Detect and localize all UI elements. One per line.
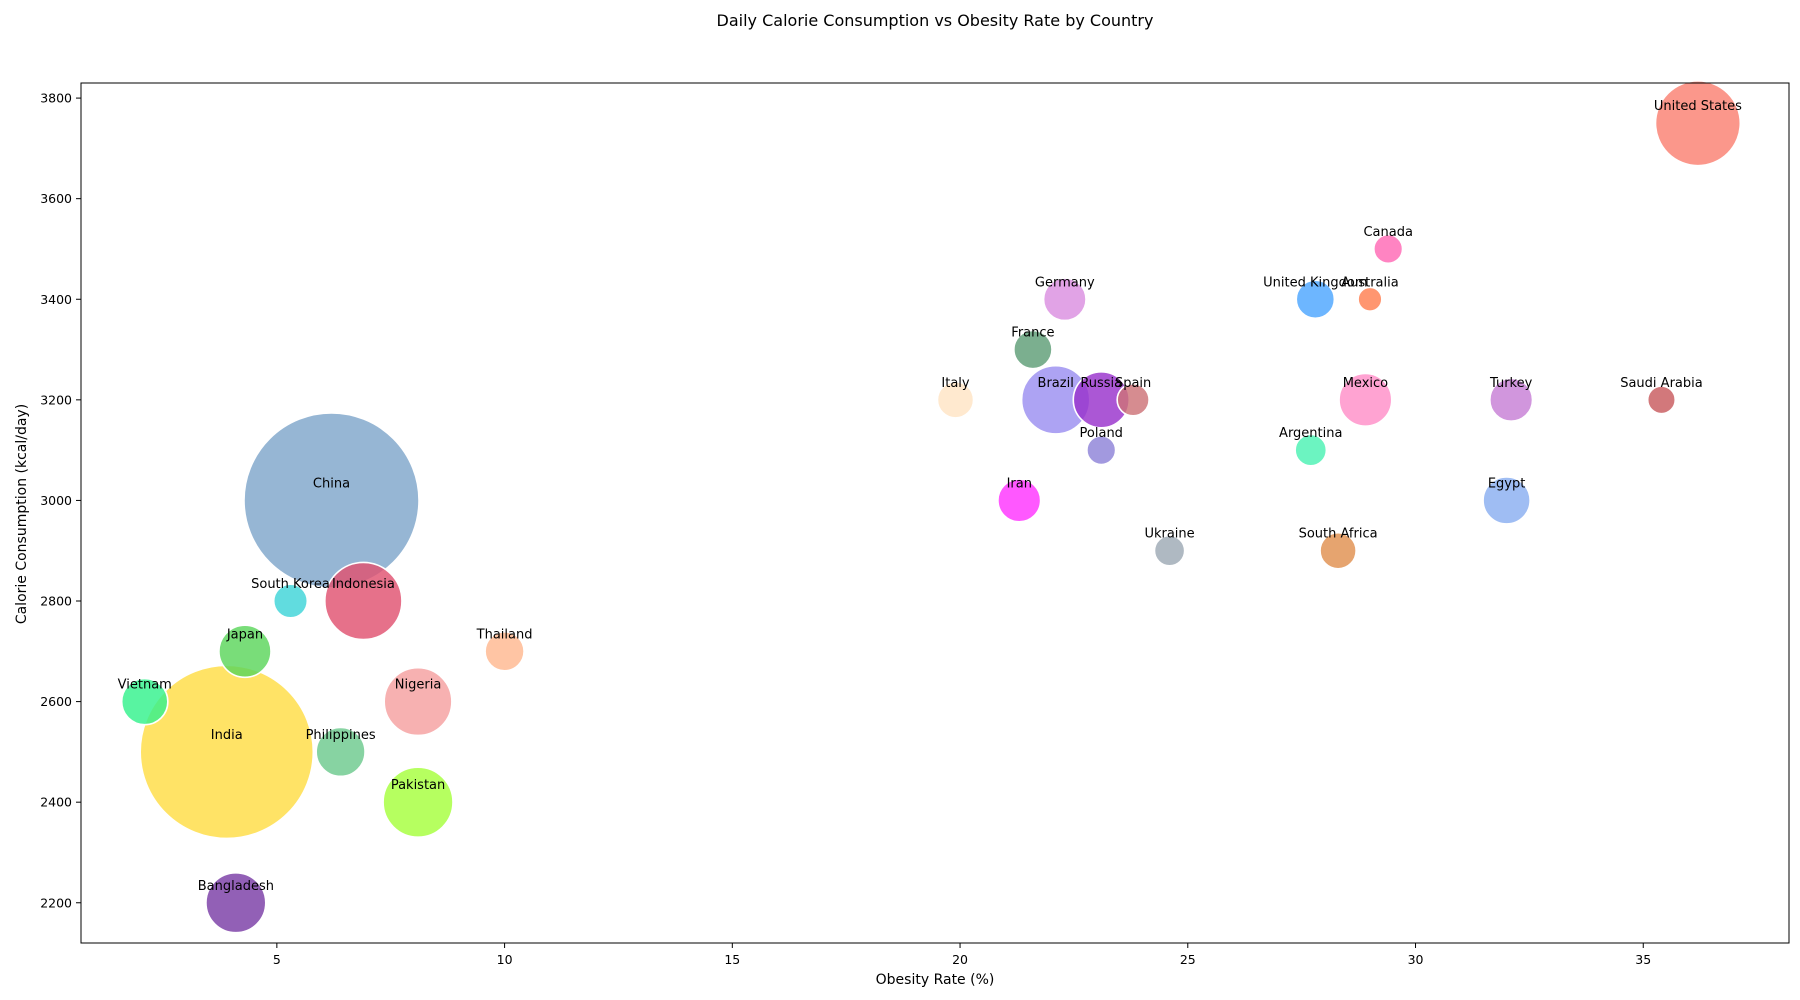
bubble-label: South Africa <box>1299 527 1378 542</box>
bubble-label: Thailand <box>476 627 533 642</box>
y-tick-label: 2400 <box>40 795 72 810</box>
bubble-philippines <box>315 726 366 778</box>
y-tick-label: 3600 <box>40 191 72 206</box>
y-tick-label: 3000 <box>40 493 72 508</box>
bubble-south-korea <box>272 583 309 619</box>
x-tick-label: 35 <box>1635 952 1651 967</box>
x-tick-label: 10 <box>497 952 513 967</box>
bubble-poland <box>1086 434 1117 466</box>
x-axis-label: Obesity Rate (%) <box>876 972 995 988</box>
y-axis-label: Calorie Consumption (kcal/day) <box>14 404 30 624</box>
x-axis-ticks: 5 10 15 20 25 30 35 <box>273 943 1651 967</box>
bubble-italy <box>936 380 975 419</box>
bubble-label: Philippines <box>306 728 376 743</box>
bubble-china <box>243 412 420 589</box>
y-tick-label: 3400 <box>40 292 72 307</box>
x-tick-label: 30 <box>1408 952 1424 967</box>
bubble-vietnam <box>120 677 169 726</box>
bubble-united-states <box>1654 80 1742 167</box>
bubble-saudi-arabia <box>1646 385 1677 415</box>
x-tick-label: 5 <box>273 952 281 967</box>
bubble-label: Japan <box>226 627 263 642</box>
bubble-iran <box>997 478 1042 523</box>
bubble-label: Poland <box>1080 426 1123 441</box>
bubble-labels-layer: United States Canada United KingdomAustral… <box>118 99 1742 894</box>
bubble-egypt <box>1482 476 1531 525</box>
bubble-label: Brazil <box>1038 376 1074 391</box>
bubble-label: Indonesia <box>332 577 395 592</box>
bubble-label: United Kingdom <box>1263 275 1367 290</box>
y-tick-label: 2600 <box>40 694 72 709</box>
plot-frame <box>80 82 1790 944</box>
bubble-label: Germany <box>1035 275 1095 290</box>
bubble-label: Mexico <box>1343 376 1388 391</box>
bubble-ukraine <box>1153 534 1186 567</box>
y-tick-label: 3800 <box>40 91 72 106</box>
bubble-label: Saudi Arabia <box>1620 376 1703 391</box>
chart-title: Daily Calorie Consumption vs Obesity Rat… <box>717 11 1154 30</box>
bubble-germany <box>1042 277 1087 322</box>
bubble-mexico <box>1338 372 1393 428</box>
bubble-japan <box>218 624 272 679</box>
bubble-label: Russia <box>1080 376 1122 391</box>
bubble-label: Egypt <box>1488 476 1526 491</box>
bubble-canada <box>1373 233 1404 265</box>
bubble-label: Turkey <box>1489 376 1533 391</box>
bubble-label: India <box>211 728 243 743</box>
bubble-spain <box>1116 383 1150 417</box>
x-tick-label: 25 <box>1180 952 1196 967</box>
bubble-nigeria <box>383 666 453 737</box>
bubble-label: South Korea <box>251 577 330 592</box>
bubble-thailand <box>484 631 525 672</box>
bubble-pakistan <box>382 766 454 838</box>
bubble-south-africa <box>1319 531 1357 570</box>
bubble-label: Canada <box>1363 225 1412 240</box>
bubble-label: Nigeria <box>395 678 442 693</box>
y-tick-label: 2200 <box>40 895 72 910</box>
bubble-turkey <box>1489 377 1534 422</box>
bubble-france <box>1013 329 1053 370</box>
bubble-label: Ukraine <box>1144 527 1194 542</box>
bubble-label: Spain <box>1115 376 1151 391</box>
bubble-label: United States <box>1654 99 1742 114</box>
bubble-indonesia <box>324 561 403 641</box>
bubble-label: Argentina <box>1279 426 1342 441</box>
bubble-argentina <box>1294 433 1328 467</box>
bubble-australia <box>1357 286 1383 312</box>
bubble-label: China <box>313 476 350 491</box>
bubble-label: Australia <box>1341 275 1399 290</box>
bubble-bangladesh <box>205 872 267 934</box>
bubble-label: Iran <box>1007 476 1032 491</box>
bubble-label: Italy <box>941 376 970 391</box>
bubble-label: Vietnam <box>118 678 172 693</box>
bubble-united-kingdom <box>1295 279 1336 320</box>
bubble-label: Bangladesh <box>198 879 274 894</box>
x-tick-label: 15 <box>724 952 740 967</box>
y-tick-label: 3200 <box>40 392 72 407</box>
y-axis-ticks: 2200 2400 2600 2800 3000 3200 3400 3600 3800 <box>40 91 81 910</box>
bubble-label: France <box>1011 326 1054 341</box>
y-tick-label: 2800 <box>40 594 72 609</box>
x-tick-label: 20 <box>952 952 968 967</box>
bubble-label: Pakistan <box>391 778 445 793</box>
bubbles-layer <box>120 80 1742 934</box>
